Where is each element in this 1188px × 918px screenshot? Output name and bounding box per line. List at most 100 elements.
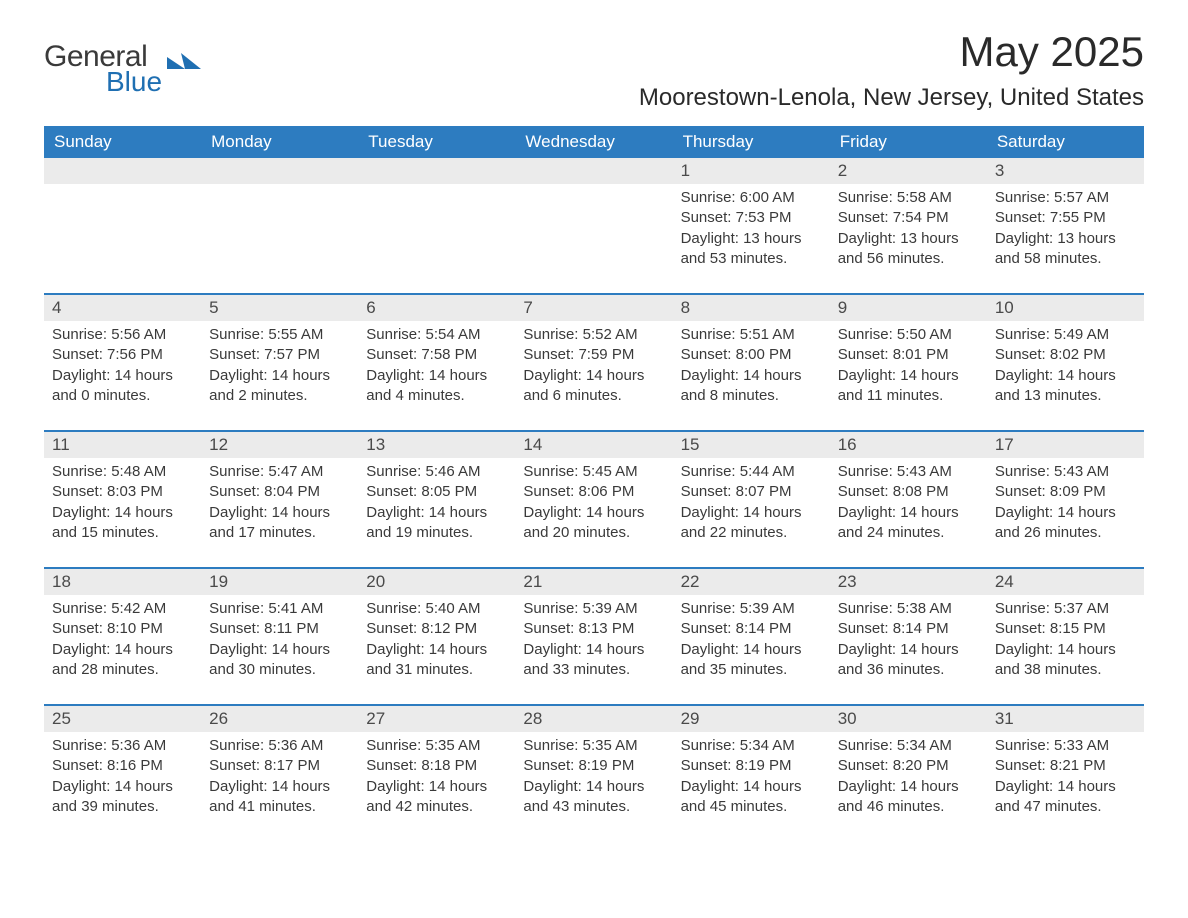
daylight-text: Daylight: 14 hours and 46 minutes. — [838, 777, 979, 818]
day-body: Sunrise: 5:35 AMSunset: 8:19 PMDaylight:… — [515, 732, 672, 841]
day-number: 17 — [987, 432, 1144, 458]
week-row: 4Sunrise: 5:56 AMSunset: 7:56 PMDaylight… — [44, 294, 1144, 431]
day-header: Monday — [201, 126, 358, 158]
daylight-text: Daylight: 14 hours and 17 minutes. — [209, 503, 350, 544]
day-number: 26 — [201, 706, 358, 732]
day-number: 30 — [830, 706, 987, 732]
day-number: 9 — [830, 295, 987, 321]
day-body: Sunrise: 5:49 AMSunset: 8:02 PMDaylight:… — [987, 321, 1144, 430]
daylight-text: Daylight: 14 hours and 0 minutes. — [52, 366, 193, 407]
day-body: Sunrise: 5:47 AMSunset: 8:04 PMDaylight:… — [201, 458, 358, 567]
daylight-text: Daylight: 14 hours and 8 minutes. — [681, 366, 822, 407]
day-body: Sunrise: 5:55 AMSunset: 7:57 PMDaylight:… — [201, 321, 358, 430]
day-number: 5 — [201, 295, 358, 321]
day-body: Sunrise: 5:51 AMSunset: 8:00 PMDaylight:… — [673, 321, 830, 430]
daylight-text: Daylight: 13 hours and 53 minutes. — [681, 229, 822, 270]
day-number: 22 — [673, 569, 830, 595]
sunset-text: Sunset: 8:18 PM — [366, 756, 507, 776]
day-cell: 26Sunrise: 5:36 AMSunset: 8:17 PMDayligh… — [201, 705, 358, 841]
sunset-text: Sunset: 8:01 PM — [838, 345, 979, 365]
week-row: 25Sunrise: 5:36 AMSunset: 8:16 PMDayligh… — [44, 705, 1144, 841]
day-cell: 5Sunrise: 5:55 AMSunset: 7:57 PMDaylight… — [201, 294, 358, 431]
sunrise-text: Sunrise: 5:44 AM — [681, 462, 822, 482]
sunrise-text: Sunrise: 5:43 AM — [838, 462, 979, 482]
day-number — [515, 158, 672, 184]
day-cell: 14Sunrise: 5:45 AMSunset: 8:06 PMDayligh… — [515, 431, 672, 568]
daylight-text: Daylight: 14 hours and 41 minutes. — [209, 777, 350, 818]
day-cell: 17Sunrise: 5:43 AMSunset: 8:09 PMDayligh… — [987, 431, 1144, 568]
sunrise-text: Sunrise: 5:52 AM — [523, 325, 664, 345]
daylight-text: Daylight: 14 hours and 35 minutes. — [681, 640, 822, 681]
sunset-text: Sunset: 8:03 PM — [52, 482, 193, 502]
daylight-text: Daylight: 14 hours and 15 minutes. — [52, 503, 193, 544]
day-number: 24 — [987, 569, 1144, 595]
sunrise-text: Sunrise: 5:35 AM — [523, 736, 664, 756]
day-header: Tuesday — [358, 126, 515, 158]
day-number: 10 — [987, 295, 1144, 321]
day-body: Sunrise: 5:48 AMSunset: 8:03 PMDaylight:… — [44, 458, 201, 567]
day-body: Sunrise: 5:39 AMSunset: 8:14 PMDaylight:… — [673, 595, 830, 704]
sunset-text: Sunset: 7:53 PM — [681, 208, 822, 228]
daylight-text: Daylight: 14 hours and 26 minutes. — [995, 503, 1136, 544]
day-body: Sunrise: 5:58 AMSunset: 7:54 PMDaylight:… — [830, 184, 987, 293]
day-cell: 7Sunrise: 5:52 AMSunset: 7:59 PMDaylight… — [515, 294, 672, 431]
day-number: 23 — [830, 569, 987, 595]
day-cell — [44, 158, 201, 294]
day-number: 21 — [515, 569, 672, 595]
day-cell: 29Sunrise: 5:34 AMSunset: 8:19 PMDayligh… — [673, 705, 830, 841]
day-cell: 11Sunrise: 5:48 AMSunset: 8:03 PMDayligh… — [44, 431, 201, 568]
day-number: 2 — [830, 158, 987, 184]
day-cell: 25Sunrise: 5:36 AMSunset: 8:16 PMDayligh… — [44, 705, 201, 841]
day-header: Saturday — [987, 126, 1144, 158]
daylight-text: Daylight: 14 hours and 11 minutes. — [838, 366, 979, 407]
day-body: Sunrise: 5:44 AMSunset: 8:07 PMDaylight:… — [673, 458, 830, 567]
sunrise-text: Sunrise: 5:57 AM — [995, 188, 1136, 208]
daylight-text: Daylight: 14 hours and 33 minutes. — [523, 640, 664, 681]
day-body: Sunrise: 5:57 AMSunset: 7:55 PMDaylight:… — [987, 184, 1144, 293]
day-cell: 30Sunrise: 5:34 AMSunset: 8:20 PMDayligh… — [830, 705, 987, 841]
daylight-text: Daylight: 14 hours and 22 minutes. — [681, 503, 822, 544]
daylight-text: Daylight: 14 hours and 36 minutes. — [838, 640, 979, 681]
day-cell: 20Sunrise: 5:40 AMSunset: 8:12 PMDayligh… — [358, 568, 515, 705]
sunset-text: Sunset: 8:19 PM — [523, 756, 664, 776]
sunset-text: Sunset: 8:11 PM — [209, 619, 350, 639]
sunset-text: Sunset: 7:57 PM — [209, 345, 350, 365]
day-header: Wednesday — [515, 126, 672, 158]
day-number: 8 — [673, 295, 830, 321]
sunrise-text: Sunrise: 5:34 AM — [838, 736, 979, 756]
sunrise-text: Sunrise: 5:51 AM — [681, 325, 822, 345]
sunset-text: Sunset: 8:16 PM — [52, 756, 193, 776]
day-number: 20 — [358, 569, 515, 595]
sunset-text: Sunset: 8:10 PM — [52, 619, 193, 639]
day-number: 29 — [673, 706, 830, 732]
day-body: Sunrise: 5:38 AMSunset: 8:14 PMDaylight:… — [830, 595, 987, 704]
sunrise-text: Sunrise: 5:50 AM — [838, 325, 979, 345]
sunrise-text: Sunrise: 5:41 AM — [209, 599, 350, 619]
sunrise-text: Sunrise: 5:40 AM — [366, 599, 507, 619]
day-number: 27 — [358, 706, 515, 732]
day-number: 13 — [358, 432, 515, 458]
day-number: 1 — [673, 158, 830, 184]
day-number: 16 — [830, 432, 987, 458]
day-header-row: Sunday Monday Tuesday Wednesday Thursday… — [44, 126, 1144, 158]
day-header: Friday — [830, 126, 987, 158]
day-cell: 3Sunrise: 5:57 AMSunset: 7:55 PMDaylight… — [987, 158, 1144, 294]
day-cell: 28Sunrise: 5:35 AMSunset: 8:19 PMDayligh… — [515, 705, 672, 841]
sunset-text: Sunset: 8:05 PM — [366, 482, 507, 502]
day-body — [515, 184, 672, 274]
day-cell: 18Sunrise: 5:42 AMSunset: 8:10 PMDayligh… — [44, 568, 201, 705]
day-body: Sunrise: 5:56 AMSunset: 7:56 PMDaylight:… — [44, 321, 201, 430]
day-number: 4 — [44, 295, 201, 321]
sunrise-text: Sunrise: 5:43 AM — [995, 462, 1136, 482]
day-number: 31 — [987, 706, 1144, 732]
day-cell: 9 Sunrise: 5:50 AMSunset: 8:01 PMDaylight… — [830, 294, 987, 431]
day-number: 12 — [201, 432, 358, 458]
daylight-text: Daylight: 14 hours and 30 minutes. — [209, 640, 350, 681]
day-number: 28 — [515, 706, 672, 732]
day-body: Sunrise: 5:35 AMSunset: 8:18 PMDaylight:… — [358, 732, 515, 841]
sunset-text: Sunset: 8:17 PM — [209, 756, 350, 776]
sunrise-text: Sunrise: 5:56 AM — [52, 325, 193, 345]
logo: General Blue — [44, 28, 201, 96]
day-number — [358, 158, 515, 184]
sunset-text: Sunset: 8:00 PM — [681, 345, 822, 365]
